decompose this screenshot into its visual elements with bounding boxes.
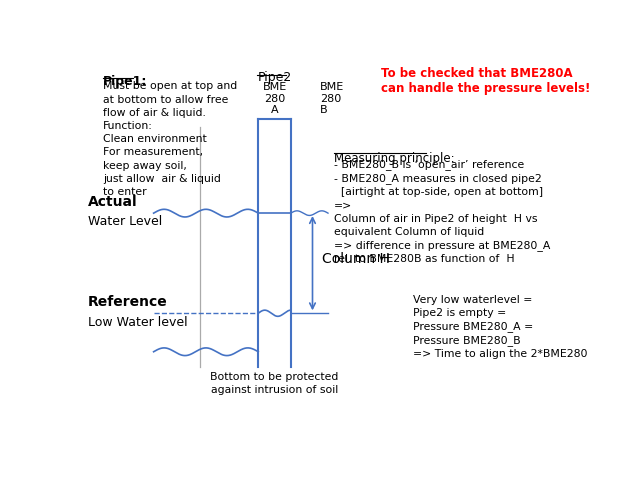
Text: Pipe1:: Pipe1: bbox=[103, 74, 148, 87]
Text: - BME280_B is ‘open_air’ reference
- BME280_A measures in closed pipe2
  [airtig: - BME280_B is ‘open_air’ reference - BME… bbox=[334, 159, 550, 264]
Text: BME
280
B: BME 280 B bbox=[320, 82, 344, 116]
Text: Reference: Reference bbox=[88, 295, 168, 310]
Text: Water Level: Water Level bbox=[88, 216, 162, 228]
Text: Bottom to be protected
against intrusion of soil: Bottom to be protected against intrusion… bbox=[211, 372, 339, 395]
Text: Very low waterlevel =
Pipe2 is empty =
Pressure BME280_A =
Pressure BME280_B
=> : Very low waterlevel = Pipe2 is empty = P… bbox=[413, 295, 588, 360]
Text: Pipe2: Pipe2 bbox=[257, 72, 292, 84]
Text: Measuring principle:: Measuring principle: bbox=[334, 152, 455, 165]
Text: To be checked that BME280A
can handle the pressure levels!: To be checked that BME280A can handle th… bbox=[381, 67, 590, 95]
Text: BME
280
A: BME 280 A bbox=[262, 82, 287, 116]
Text: Must be open at top and
at bottom to allow free
flow of air & liquid.
Function:
: Must be open at top and at bottom to all… bbox=[103, 82, 237, 197]
Text: Column H: Column H bbox=[322, 252, 390, 266]
Text: Actual: Actual bbox=[88, 195, 138, 209]
Text: Low Water level: Low Water level bbox=[88, 315, 188, 328]
